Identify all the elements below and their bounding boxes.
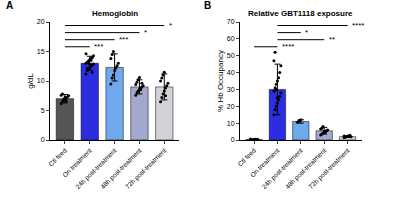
svg-text:***: *** — [119, 35, 128, 44]
svg-text:Ctl feed: Ctl feed — [236, 146, 257, 167]
svg-text:10: 10 — [227, 120, 235, 127]
svg-text:A: A — [6, 0, 13, 11]
svg-text:48h post-treatment: 48h post-treatment — [284, 146, 328, 190]
svg-text:50: 50 — [227, 52, 235, 59]
svg-text:20: 20 — [37, 18, 45, 25]
svg-text:****: **** — [282, 42, 294, 51]
svg-text:*: * — [144, 28, 147, 37]
svg-text:Relative GBT1118 exposure: Relative GBT1118 exposure — [248, 9, 353, 18]
svg-text:0: 0 — [231, 136, 235, 143]
svg-text:24h post-treatment: 24h post-treatment — [74, 146, 118, 190]
svg-text:10: 10 — [37, 77, 45, 84]
svg-text:20: 20 — [227, 103, 235, 110]
svg-text:0: 0 — [41, 136, 45, 143]
svg-text:***: *** — [94, 42, 103, 51]
svg-text:30: 30 — [227, 86, 235, 93]
svg-text:*: * — [305, 28, 308, 37]
svg-text:*: * — [169, 21, 172, 30]
svg-text:72h post-treatment: 72h post-treatment — [124, 146, 168, 190]
svg-text:**: ** — [329, 35, 335, 44]
svg-text:Ctl feed: Ctl feed — [47, 146, 68, 167]
svg-text:24h post-treatment: 24h post-treatment — [260, 146, 304, 190]
svg-text:****: **** — [352, 21, 364, 30]
svg-text:70: 70 — [227, 18, 235, 25]
svg-text:72h post-treatment: 72h post-treatment — [307, 146, 351, 190]
svg-text:On treatment: On treatment — [249, 146, 281, 178]
svg-text:48h post-treatment: 48h post-treatment — [99, 146, 143, 190]
svg-text:5: 5 — [41, 107, 45, 114]
svg-text:B: B — [204, 0, 211, 11]
svg-text:Hemoglobin: Hemoglobin — [92, 9, 138, 18]
svg-text:% Hb Occupancy: % Hb Occupancy — [216, 50, 225, 112]
svg-text:On treatment: On treatment — [61, 146, 93, 178]
svg-text:15: 15 — [37, 48, 45, 55]
svg-text:40: 40 — [227, 69, 235, 76]
svg-text:60: 60 — [227, 35, 235, 42]
svg-text:g/dL: g/dL — [26, 73, 35, 89]
